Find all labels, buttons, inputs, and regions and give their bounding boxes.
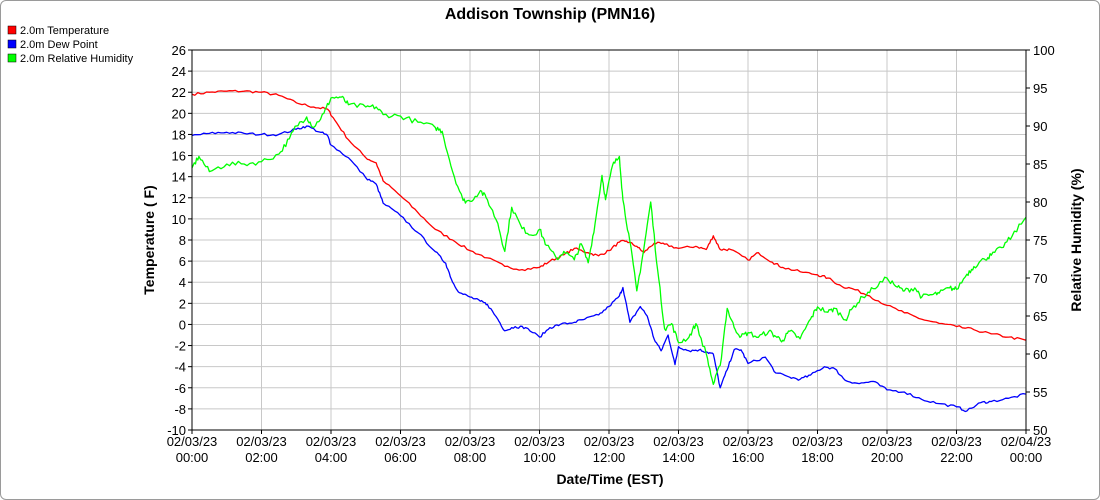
- y2-tick-label: 75: [1033, 233, 1047, 248]
- x-tick-time: 02:00: [245, 450, 278, 465]
- y-tick-label: 18: [172, 127, 186, 142]
- y2-tick-label: 85: [1033, 157, 1047, 172]
- x-tick-time: 00:00: [1010, 450, 1043, 465]
- x-tick-time: 18:00: [801, 450, 834, 465]
- x-tick-time: 04:00: [315, 450, 348, 465]
- y2-tick-label: 80: [1033, 195, 1047, 210]
- series-line-2-0m-relative-humidity: [191, 95, 1027, 386]
- x-tick-time: 12:00: [593, 450, 626, 465]
- legend-swatch: [7, 25, 17, 35]
- y-tick-label: 20: [172, 106, 186, 121]
- y-tick-label: -4: [174, 360, 186, 375]
- legend-swatch: [7, 39, 17, 49]
- x-tick-time: 14:00: [662, 450, 695, 465]
- y-tick-label: 2: [179, 296, 186, 311]
- y2-tick-label: 60: [1033, 347, 1047, 362]
- y-tick-label: 0: [179, 317, 186, 332]
- y-tick-label: 26: [172, 43, 186, 58]
- x-tick-date: 02/03/23: [445, 434, 496, 449]
- y2-tick-label: 70: [1033, 271, 1047, 286]
- y-tick-label: 6: [179, 254, 186, 269]
- x-tick-date: 02/03/23: [236, 434, 287, 449]
- y-tick-label: -2: [174, 339, 186, 354]
- x-axis-title: Date/Time (EST): [556, 471, 663, 487]
- x-tick-date: 02/03/23: [723, 434, 774, 449]
- x-tick-date: 02/03/23: [584, 434, 635, 449]
- x-tick-time: 06:00: [384, 450, 417, 465]
- y2-tick-label: 65: [1033, 309, 1047, 324]
- y-tick-label: 16: [172, 149, 186, 164]
- y2-tick-label: 55: [1033, 385, 1047, 400]
- y2-tick-label: 50: [1033, 423, 1047, 438]
- y-tick-label: -6: [174, 381, 186, 396]
- y2-tick-label: 100: [1033, 43, 1055, 58]
- x-tick-time: 20:00: [871, 450, 904, 465]
- x-tick-date: 02/03/23: [514, 434, 565, 449]
- y-tick-label: 24: [172, 64, 186, 79]
- x-tick-date: 02/03/23: [167, 434, 218, 449]
- x-tick-date: 02/03/23: [306, 434, 357, 449]
- y-tick-label: -8: [174, 402, 186, 417]
- x-tick-time: 10:00: [523, 450, 556, 465]
- y-tick-label: 10: [172, 212, 186, 227]
- y2-tick-label: 90: [1033, 119, 1047, 134]
- x-tick-date: 02/04/23: [1001, 434, 1052, 449]
- x-axis-ticks: 02/03/2300:0002/03/2302:0002/03/2304:000…: [167, 430, 1052, 465]
- legend-label: 2.0m Temperature: [20, 25, 109, 37]
- legend-label: 2.0m Dew Point: [20, 39, 98, 51]
- y2-axis-ticks: 50 55 60 65 70 75 80 85 90 95 100: [1026, 43, 1055, 438]
- x-tick-time: 22:00: [940, 450, 973, 465]
- y2-tick-label: 95: [1033, 81, 1047, 96]
- x-tick-time: 00:00: [176, 450, 209, 465]
- y-tick-label: 12: [172, 191, 186, 206]
- x-tick-date: 02/03/23: [653, 434, 704, 449]
- legend: 2.0m Temperature 2.0m Dew Point 2.0m Relat…: [7, 25, 134, 65]
- y-tick-label: 14: [172, 170, 186, 185]
- y-tick-label: 4: [179, 275, 186, 290]
- legend-swatch: [7, 53, 17, 63]
- series-line-2-0m-temperature: [191, 89, 1027, 341]
- chart-title: Addison Township (PMN16): [445, 6, 655, 23]
- y-tick-label: 8: [179, 233, 186, 248]
- series-layer: [191, 89, 1027, 413]
- x-tick-date: 02/03/23: [931, 434, 982, 449]
- legend-label: 2.0m Relative Humidity: [20, 53, 134, 65]
- x-tick-date: 02/03/23: [862, 434, 913, 449]
- y-axis-title: Temperature ( F): [141, 185, 157, 294]
- x-tick-time: 16:00: [732, 450, 765, 465]
- x-tick-date: 02/03/23: [375, 434, 426, 449]
- series-line-2-0m-dew-point: [191, 125, 1027, 413]
- x-tick-time: 08:00: [454, 450, 487, 465]
- y-tick-label: -10: [167, 423, 186, 438]
- x-tick-date: 02/03/23: [792, 434, 843, 449]
- y-tick-label: 22: [172, 85, 186, 100]
- y2-axis-title: Relative Humidity (%): [1068, 168, 1084, 311]
